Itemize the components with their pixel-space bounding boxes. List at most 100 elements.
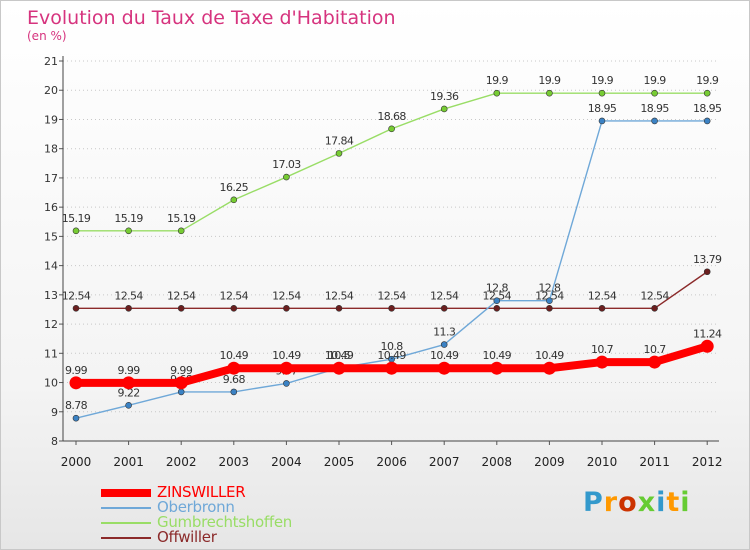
data-point: [546, 89, 553, 97]
data-point: [388, 304, 395, 312]
data-point: [703, 117, 711, 125]
logo-letter: t: [666, 487, 681, 518]
data-label: 12.54: [483, 289, 512, 302]
logo-letter: r: [603, 487, 619, 518]
data-label: 17.03: [272, 158, 301, 171]
data-point: [648, 355, 662, 369]
logo-letter: i: [680, 487, 691, 518]
legend-label-oberbronn: Oberbronn: [157, 498, 235, 516]
data-point: [651, 89, 658, 97]
y-tick-label: 19: [44, 113, 58, 126]
data-label: 12.54: [588, 289, 617, 302]
data-point: [598, 89, 606, 97]
x-tick-label: 2000: [61, 455, 92, 469]
data-label: 19.9: [696, 74, 719, 87]
x-tick-label: 2012: [692, 455, 723, 469]
chart-subtitle: (en %): [27, 29, 67, 43]
x-tick-label: 2010: [587, 455, 618, 469]
data-label: 19.36: [430, 90, 459, 103]
data-point: [440, 341, 448, 348]
y-tick-label: 17: [44, 172, 58, 185]
data-point: [598, 304, 606, 312]
data-label: 12.8: [538, 282, 561, 295]
data-point: [125, 402, 132, 409]
data-label: 9.22: [118, 386, 140, 399]
data-label: 11.24: [693, 327, 722, 340]
data-point: [125, 227, 132, 235]
data-point: [283, 304, 290, 312]
data-point: [335, 150, 343, 157]
data-label: 9.68: [223, 373, 246, 386]
data-point: [72, 227, 80, 235]
y-tick-label: 12: [44, 318, 58, 331]
data-label: 12.54: [640, 289, 669, 302]
data-label: 8.78: [65, 399, 88, 412]
data-point: [122, 376, 136, 390]
data-point: [546, 304, 553, 312]
data-point: [72, 304, 80, 312]
data-label: 12.54: [430, 289, 459, 302]
data-point: [440, 105, 448, 113]
data-label: 13.79: [693, 253, 722, 266]
data-label: 10.7: [644, 343, 667, 356]
data-label: 17.84: [325, 134, 354, 147]
data-label: 15.19: [167, 212, 196, 225]
data-point: [703, 268, 711, 276]
series-oberbronn: 8.789.229.689.689.9710.510.811.312.812.8…: [65, 102, 723, 422]
data-point: [546, 297, 553, 304]
x-tick-label: 2003: [219, 455, 250, 469]
data-point: [598, 117, 606, 125]
data-point: [700, 339, 714, 353]
chart-title: Evolution du Taux de Taxe d'Habitation: [27, 7, 396, 29]
series-gumbrechtshoffen: 15.19 15.19 15.19 16.25 17.03 17.84 18.68 19.36…: [62, 74, 719, 235]
data-label: 18.95: [640, 102, 669, 115]
legend-label-gumbrechtshoffen: Gumbrechtshoffen: [157, 513, 292, 531]
x-tick-label: 2004: [271, 455, 302, 469]
logo-letter: x: [637, 487, 657, 518]
data-point: [72, 414, 80, 422]
data-label: 10.8: [381, 340, 404, 353]
y-tick-label: 8: [51, 435, 58, 448]
y-tick-label: 9: [51, 406, 58, 419]
y-tick-label: 18: [44, 143, 58, 156]
legend-swatch-oberbronn: [101, 506, 151, 509]
legend-label-offwiller: Offwiller: [157, 528, 217, 546]
legend-swatch-offwiller: [101, 536, 151, 539]
data-label: 9.99: [65, 364, 88, 377]
data-label: 12.54: [325, 289, 354, 302]
y-tick-label: 20: [44, 84, 58, 97]
data-point: [388, 125, 395, 133]
data-label: 12.54: [114, 289, 143, 302]
logo-letter: i: [656, 487, 667, 518]
legend-label-zinswiller: ZINSWILLER: [157, 483, 246, 501]
data-point: [174, 376, 188, 390]
x-tick-label: 2009: [534, 455, 565, 469]
data-label: 10.49: [430, 349, 459, 362]
legend-item-offwiller: Offwiller: [101, 530, 292, 545]
data-label: 10.49: [483, 349, 512, 362]
data-point: [542, 361, 556, 375]
data-point: [493, 304, 501, 312]
proxiti-logo: Proxiti: [583, 487, 691, 518]
data-label: 10.49: [220, 349, 249, 362]
data-point: [230, 388, 238, 396]
data-label: 10.7: [591, 343, 614, 356]
legend-item-zinswiller: ZINSWILLER: [101, 485, 292, 500]
legend: ZINSWILLER Oberbronn Gumbrechtshoffen Of…: [101, 485, 292, 545]
y-tick-label: 15: [44, 230, 58, 243]
legend-swatch-zinswiller: [101, 488, 151, 497]
logo-letter: o: [618, 487, 638, 518]
data-point: [490, 361, 504, 375]
data-label: 12.54: [377, 289, 406, 302]
data-point: [279, 361, 293, 375]
data-label: 10.49: [377, 349, 406, 362]
x-tick-label: 2011: [639, 455, 670, 469]
data-point: [227, 361, 241, 375]
data-point: [177, 227, 185, 235]
x-tick-label: 2002: [166, 455, 197, 469]
data-point: [230, 304, 238, 312]
data-point: [703, 89, 711, 97]
